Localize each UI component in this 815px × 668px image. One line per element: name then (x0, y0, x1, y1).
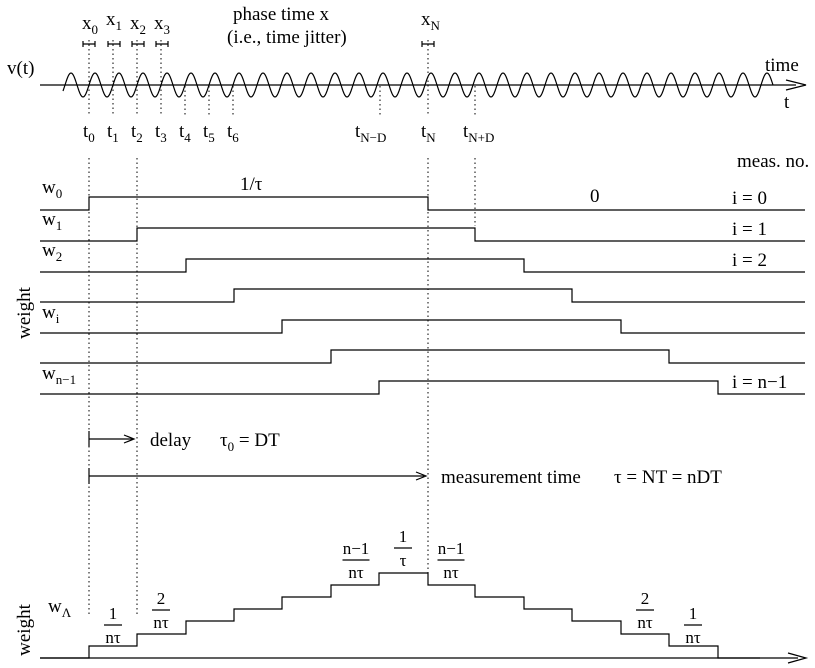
step-value-denominator: τ (400, 551, 407, 570)
step-value-6: 1 nτ (684, 604, 702, 647)
time-label-7: tN−D (355, 121, 386, 145)
step-value-denominator: nτ (443, 563, 459, 582)
weight-low-value: 0 (590, 186, 600, 207)
index-label-1: i = 1 (732, 219, 767, 240)
weight-row-2 (40, 258, 805, 273)
phase-label-3: x3 (154, 13, 170, 37)
time-axis-label: time (765, 55, 799, 76)
step-value-numerator: 1 (689, 604, 698, 623)
step-value-numerator: n−1 (438, 539, 465, 558)
reference-lines (88, 40, 476, 616)
step-value-numerator: 1 (399, 527, 408, 546)
delay-label: delay (150, 430, 192, 451)
time-label-1: t1 (107, 121, 119, 145)
weight-row-1 (40, 227, 805, 242)
step-value-denominator: nτ (105, 628, 121, 647)
weight-row-i (40, 319, 805, 334)
step-value-1: 2 nτ (152, 589, 170, 632)
weight-row-label-1: w1 (42, 209, 62, 233)
time-label-8: tN (421, 121, 436, 145)
time-label-4: t4 (179, 121, 191, 145)
weight-row-label-0: w0 (42, 177, 62, 201)
lambda-axis-arrowhead (787, 652, 809, 664)
weight-axis-label: weight (14, 286, 35, 338)
jitter-marker-x0 (82, 41, 96, 47)
phase-label-1: x1 (106, 9, 122, 33)
time-label-2: t2 (131, 121, 143, 145)
timing-panel: delay τ0 = DT measurement time τ = NT = … (88, 430, 722, 488)
jitter-marker-xN (421, 41, 435, 47)
phase-caption-line2: (i.e., time jitter) (227, 27, 347, 48)
step-value-2: n−1 nτ (342, 539, 370, 582)
index-label-2: i = 2 (732, 250, 767, 271)
signal-panel: phase time x (i.e., time jitter) v(t) ti… (7, 4, 807, 145)
weight-high-value: 1/τ (240, 174, 263, 195)
step-value-denominator: nτ (153, 613, 169, 632)
lambda-weight-label: wΛ (48, 596, 72, 620)
phase-time-labels: x0 x1 x2 x3 xN (82, 9, 441, 37)
weight-row-labels: w0 w1 w2 wi wn−1 (42, 177, 76, 387)
index-label-0: i = 0 (732, 188, 767, 209)
weight-row-n-1 (40, 380, 805, 395)
delay-equation: τ0 = DT (220, 430, 280, 454)
time-label-3: t3 (155, 121, 167, 145)
phase-caption-line1: phase time x (233, 4, 330, 25)
measurement-label: measurement time (441, 467, 581, 488)
step-value-denominator: nτ (685, 628, 701, 647)
step-value-denominator: nτ (348, 563, 364, 582)
jitter-marker-x1 (107, 41, 121, 47)
step-value-numerator: 2 (157, 589, 166, 608)
step-value-denominator: nτ (637, 613, 653, 632)
lambda-weight-axis-label: weight (14, 603, 35, 655)
t-axis-label: t (784, 92, 790, 113)
weight-panel: weight meas. no. 1/τ 0 w0 w1 w2 wi wn−1 i = … (14, 151, 809, 395)
delay-arrowhead (123, 434, 136, 444)
weight-row-5 (40, 349, 805, 364)
measurement-equation: τ = NT = nDT (614, 467, 722, 488)
time-label-9: tN+D (463, 121, 494, 145)
step-value-numerator: 1 (109, 604, 118, 623)
time-label-5: t5 (203, 121, 215, 145)
phase-label-0: x0 (82, 13, 98, 37)
step-value-numerator: 2 (641, 589, 650, 608)
time-axis-arrowhead (785, 79, 807, 91)
jitter-marker-x2 (131, 41, 145, 47)
step-value-0: 1 nτ (104, 604, 122, 647)
step-value-5: 2 nτ (636, 589, 654, 632)
weight-row-label-2: w2 (42, 240, 62, 264)
phase-label-2: x2 (130, 13, 146, 37)
sample-time-labels: t0 t1 t2 t3 t4 t5 t6 tN−D tN tN+D (83, 121, 494, 145)
weight-row-0 (40, 196, 805, 211)
signal-y-label: v(t) (7, 58, 34, 79)
index-label-n-1: i = n−1 (732, 372, 787, 393)
meas-no-header: meas. no. (737, 151, 809, 172)
sine-wave (62, 72, 774, 98)
lambda-staircase (40, 572, 760, 659)
weight-row-label-3: wi (42, 302, 60, 326)
time-label-0: t0 (83, 121, 95, 145)
step-value-3: 1τ (394, 527, 412, 570)
step-value-numerator: n−1 (343, 539, 370, 558)
measurement-arrowhead (415, 471, 428, 481)
jitter-markers (82, 41, 435, 47)
phase-label-4: xN (421, 9, 441, 33)
time-label-6: t6 (227, 121, 239, 145)
jitter-marker-x3 (155, 41, 169, 47)
weight-row-label-4: wn−1 (42, 363, 76, 387)
step-value-4: n−1 nτ (437, 539, 465, 582)
weight-row-3 (40, 288, 805, 303)
